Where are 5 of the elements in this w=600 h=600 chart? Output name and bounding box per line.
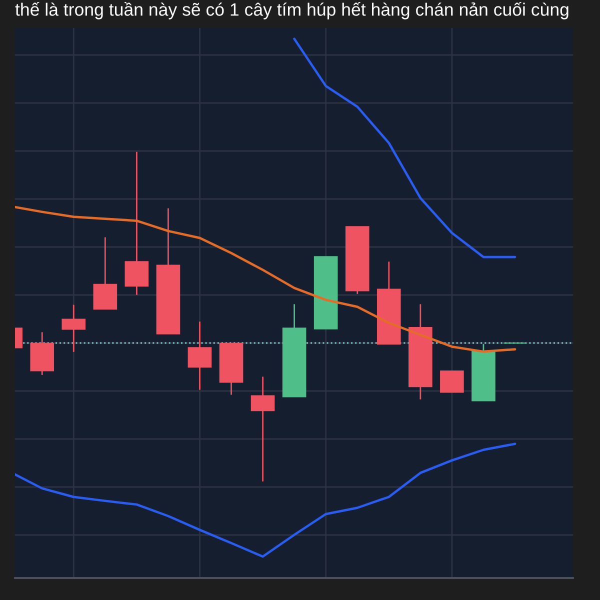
chart-title: thế là trong tuần này sẽ có 1 cây tím húp hết hàng chán nản cuối cùng <box>15 2 568 20</box>
candlestick <box>440 370 464 393</box>
candlestick <box>62 304 86 353</box>
candlestick <box>250 376 275 482</box>
candlestick <box>188 320 212 391</box>
